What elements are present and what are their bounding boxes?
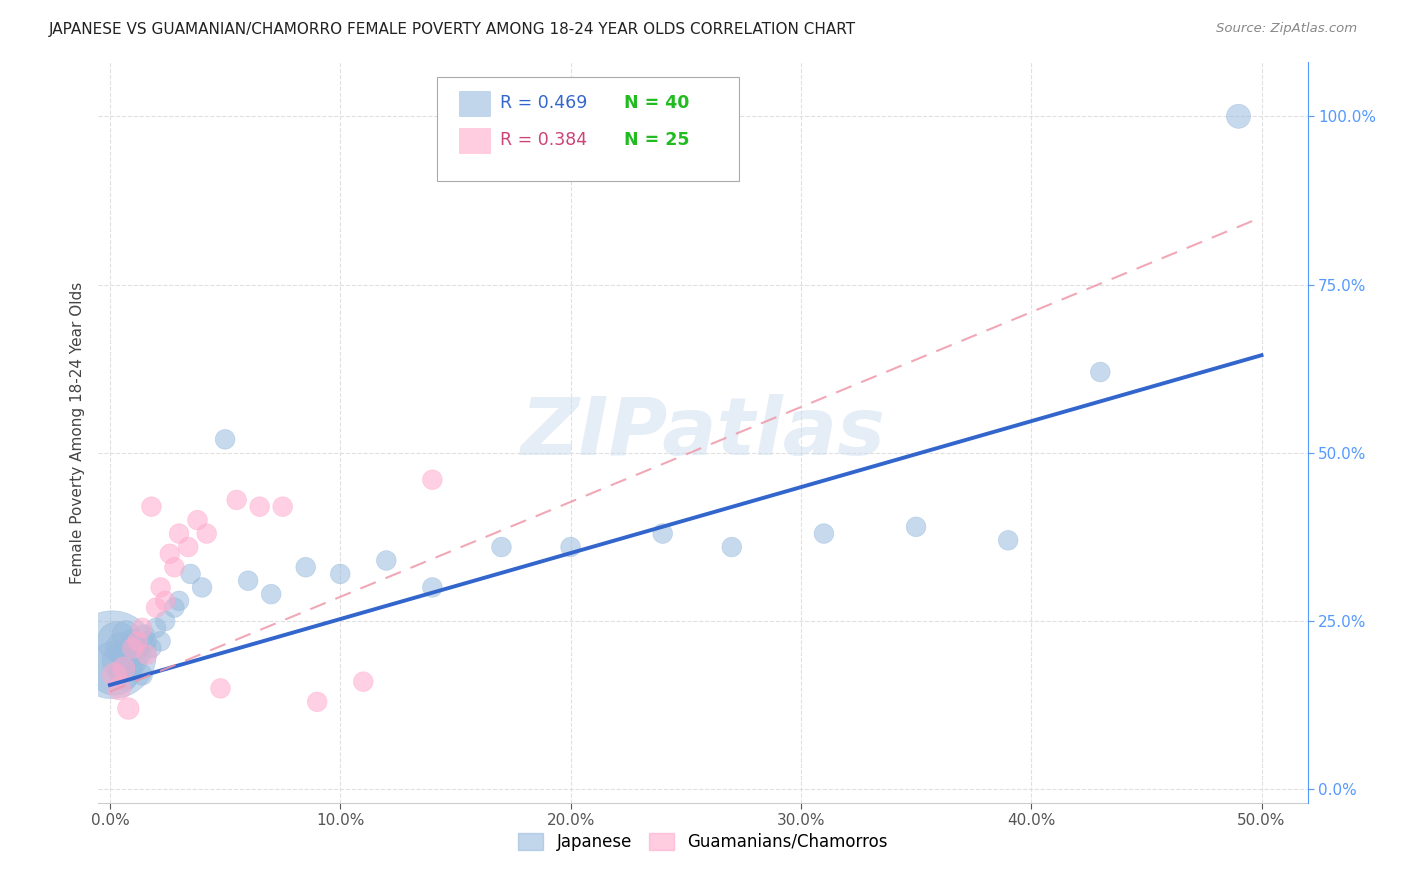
Point bbox=[108, 655, 131, 669]
Point bbox=[163, 600, 186, 615]
Point bbox=[997, 533, 1019, 548]
Text: R = 0.469: R = 0.469 bbox=[501, 95, 588, 112]
Point bbox=[236, 574, 259, 588]
Point bbox=[128, 648, 150, 662]
Point bbox=[167, 526, 190, 541]
Point bbox=[271, 500, 294, 514]
Point bbox=[1090, 365, 1112, 379]
Point bbox=[191, 581, 214, 595]
Point bbox=[131, 668, 153, 682]
Point bbox=[180, 566, 202, 581]
Point bbox=[307, 695, 329, 709]
Point bbox=[117, 648, 139, 662]
Point bbox=[155, 594, 177, 608]
Point bbox=[177, 540, 200, 554]
Point bbox=[134, 627, 156, 641]
Point bbox=[103, 661, 125, 675]
Point bbox=[720, 540, 742, 554]
Point bbox=[149, 581, 172, 595]
Text: N = 40: N = 40 bbox=[624, 95, 690, 112]
Text: R = 0.384: R = 0.384 bbox=[501, 131, 586, 149]
Point bbox=[163, 560, 186, 574]
Point bbox=[167, 594, 190, 608]
Point bbox=[105, 634, 128, 648]
Point bbox=[159, 547, 181, 561]
Text: N = 25: N = 25 bbox=[624, 131, 690, 149]
Point bbox=[375, 553, 398, 567]
Point bbox=[422, 581, 444, 595]
Point bbox=[124, 655, 146, 669]
Point bbox=[112, 668, 135, 682]
Point bbox=[127, 640, 149, 655]
Point bbox=[135, 634, 157, 648]
Text: Source: ZipAtlas.com: Source: ZipAtlas.com bbox=[1216, 22, 1357, 36]
FancyBboxPatch shape bbox=[437, 78, 740, 181]
Point bbox=[141, 500, 163, 514]
Point bbox=[195, 526, 218, 541]
Point bbox=[112, 661, 135, 675]
Point bbox=[101, 648, 124, 662]
Point bbox=[249, 500, 271, 514]
Point bbox=[209, 681, 232, 696]
Point bbox=[127, 634, 149, 648]
Point bbox=[225, 492, 247, 507]
Point bbox=[422, 473, 444, 487]
Point bbox=[110, 640, 132, 655]
Point bbox=[108, 681, 131, 696]
Point bbox=[103, 668, 125, 682]
Point bbox=[491, 540, 513, 554]
Text: JAPANESE VS GUAMANIAN/CHAMORRO FEMALE POVERTY AMONG 18-24 YEAR OLDS CORRELATION : JAPANESE VS GUAMANIAN/CHAMORRO FEMALE PO… bbox=[49, 22, 856, 37]
Point bbox=[115, 627, 138, 641]
Point bbox=[120, 661, 142, 675]
Point bbox=[155, 614, 177, 628]
Point bbox=[141, 640, 163, 655]
Legend: Japanese, Guamanians/Chamorros: Japanese, Guamanians/Chamorros bbox=[512, 826, 894, 857]
Point bbox=[149, 634, 172, 648]
Point bbox=[145, 621, 167, 635]
Point bbox=[260, 587, 283, 601]
FancyBboxPatch shape bbox=[458, 91, 491, 116]
Point bbox=[1227, 109, 1250, 123]
Point bbox=[122, 640, 145, 655]
Point bbox=[905, 520, 928, 534]
Point bbox=[560, 540, 582, 554]
Point bbox=[131, 621, 153, 635]
Y-axis label: Female Poverty Among 18-24 Year Olds: Female Poverty Among 18-24 Year Olds bbox=[69, 282, 84, 583]
Point bbox=[214, 433, 236, 447]
Text: ZIPatlas: ZIPatlas bbox=[520, 393, 886, 472]
Point bbox=[135, 648, 157, 662]
Point bbox=[813, 526, 835, 541]
Point bbox=[145, 600, 167, 615]
Point bbox=[117, 701, 139, 715]
Point bbox=[651, 526, 673, 541]
FancyBboxPatch shape bbox=[458, 128, 491, 153]
Point bbox=[352, 674, 374, 689]
Point bbox=[186, 513, 208, 527]
Point bbox=[329, 566, 352, 581]
Point bbox=[294, 560, 316, 574]
Point bbox=[122, 634, 145, 648]
